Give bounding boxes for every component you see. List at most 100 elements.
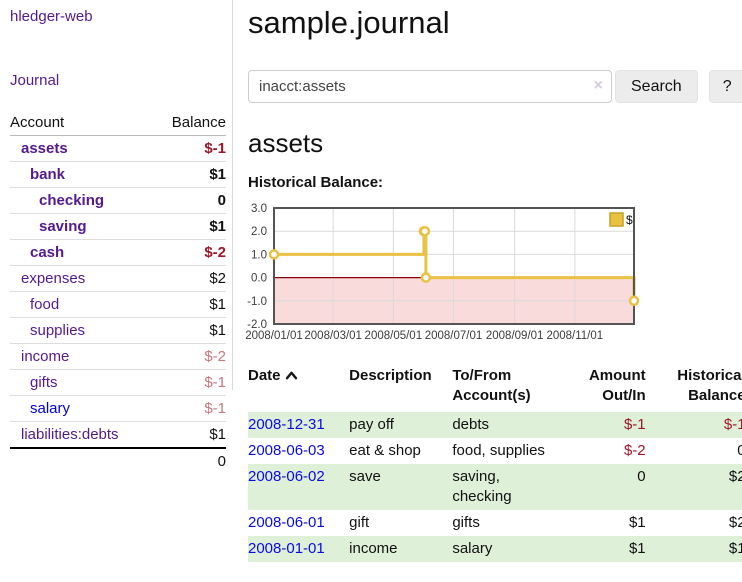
txn-description: gift bbox=[349, 514, 370, 531]
txn-historical-balance: $2 bbox=[728, 514, 742, 531]
x-tick-label: 2008/09/01 bbox=[486, 330, 544, 342]
account-link[interactable]: supplies bbox=[30, 322, 86, 339]
account-link[interactable]: salary bbox=[30, 400, 71, 417]
header-tofrom: To/From Account(s) bbox=[452, 367, 531, 404]
header-date[interactable]: Date bbox=[248, 364, 349, 412]
txn-accounts: debts bbox=[452, 416, 490, 433]
account-link[interactable]: assets bbox=[21, 140, 68, 157]
account-link[interactable]: cash bbox=[30, 244, 65, 261]
txn-date-link[interactable]: 2008-06-03 bbox=[248, 442, 325, 459]
search-input[interactable] bbox=[248, 70, 612, 103]
transaction-row[interactable]: 2008-01-01 income salary $1 $1 bbox=[248, 536, 742, 562]
x-tick-label: 2008/01/01 bbox=[245, 330, 303, 342]
account-link[interactable]: food bbox=[30, 296, 60, 313]
txn-date-link[interactable]: 2008-06-02 bbox=[248, 468, 325, 485]
header-date-label: Date bbox=[248, 367, 281, 384]
txn-accounts: salary bbox=[452, 540, 493, 557]
account-name-cell: food bbox=[10, 291, 155, 318]
help-button[interactable]: ? bbox=[708, 70, 742, 103]
txn-description: pay off bbox=[349, 416, 394, 433]
txn-date-link[interactable]: 2008-01-01 bbox=[248, 540, 325, 557]
accounts-table: Account Balance assets $-1 bank $1 checking 0… bbox=[10, 110, 226, 474]
account-name-cell: assets bbox=[10, 135, 155, 162]
account-name-cell: supplies bbox=[10, 317, 155, 344]
account-row: saving $1 bbox=[10, 213, 226, 240]
accounts-total-row: 0 bbox=[10, 447, 226, 474]
txn-accounts: gifts bbox=[452, 514, 480, 531]
account-row: expenses $2 bbox=[10, 265, 226, 292]
account-row: assets $-1 bbox=[10, 135, 226, 162]
account-row: food $1 bbox=[10, 291, 226, 318]
account-name-cell: saving bbox=[10, 213, 155, 240]
txn-date-link[interactable]: 2008-12-31 bbox=[248, 416, 325, 433]
account-balance: $-1 bbox=[154, 135, 226, 162]
data-point bbox=[420, 272, 432, 283]
brand-link[interactable]: hledger-web bbox=[10, 8, 93, 25]
account-link[interactable]: saving bbox=[39, 218, 87, 235]
y-tick-label: 3.0 bbox=[251, 203, 267, 215]
page-title: sample.journal bbox=[248, 5, 450, 40]
txn-date-cell: 2008-12-31 bbox=[248, 412, 349, 438]
account-link[interactable]: liabilities:debts bbox=[21, 426, 119, 443]
txn-historical-balance: 0 bbox=[737, 442, 742, 459]
data-point bbox=[419, 225, 431, 237]
account-balance: $2 bbox=[154, 265, 226, 292]
account-link[interactable]: expenses bbox=[21, 270, 86, 287]
x-tick-label: 2008/05/01 bbox=[365, 330, 423, 342]
txn-amount: 0 bbox=[637, 468, 646, 485]
account-balance: $-2 bbox=[154, 239, 226, 266]
search-button[interactable]: Search bbox=[615, 70, 698, 103]
txn-description: eat & shop bbox=[349, 442, 421, 459]
y-tick-label: 0.0 bbox=[251, 273, 267, 285]
y-tick-label: 1.0 bbox=[251, 249, 267, 261]
plot-border bbox=[273, 207, 635, 325]
account-row: checking 0 bbox=[10, 187, 226, 214]
search-form: × Search ? bbox=[248, 70, 742, 103]
historical-balance-chart[interactable]: 3.0 2.0 1.0 0.0 -1.0 -2.0 2008/01/01 2008/03/01… bbox=[245, 200, 648, 342]
account-name-cell: bank bbox=[10, 161, 155, 188]
account-link[interactable]: income bbox=[21, 348, 70, 365]
data-point bbox=[268, 249, 280, 260]
nav-journal-link[interactable]: Journal bbox=[10, 72, 60, 89]
x-tick-label: 2008/07/01 bbox=[425, 330, 483, 342]
account-name-cell: cash bbox=[10, 239, 155, 266]
x-tick-label: 2008/03/01 bbox=[304, 330, 362, 342]
sidebar-nav: Journal bbox=[10, 72, 226, 89]
accounts-header-balance: Balance bbox=[154, 110, 226, 136]
search-input-wrap: × bbox=[248, 70, 612, 103]
y-tick-label: -1.0 bbox=[247, 296, 267, 308]
transaction-row[interactable]: 2008-12-31 pay off debts $-1 $-1 bbox=[248, 412, 742, 438]
account-name-cell: checking bbox=[10, 187, 155, 214]
txn-historical-balance: $1 bbox=[728, 540, 742, 557]
accounts-header-account: Account bbox=[10, 110, 155, 136]
clear-search-icon[interactable]: × bbox=[593, 77, 603, 94]
account-name-cell: income bbox=[10, 343, 155, 370]
header-amount: Amount Out/In bbox=[588, 367, 646, 404]
transaction-row[interactable]: 2008-06-02 save saving, checking 0 $2 bbox=[248, 464, 742, 510]
txn-date-cell: 2008-01-01 bbox=[248, 536, 349, 562]
account-balance: $1 bbox=[154, 317, 226, 344]
account-link[interactable]: bank bbox=[30, 166, 66, 183]
account-balance: $1 bbox=[154, 291, 226, 318]
transactions-header-row: Date Description To/From Account(s) Amou… bbox=[248, 364, 742, 412]
account-link[interactable]: gifts bbox=[30, 374, 58, 391]
transaction-row[interactable]: 2008-06-01 gift gifts $1 $2 bbox=[248, 510, 742, 536]
txn-amount: $1 bbox=[628, 540, 646, 557]
legend-swatch bbox=[609, 212, 624, 227]
txn-amount: $-2 bbox=[623, 442, 646, 459]
y-tick-label: -2.0 bbox=[247, 319, 267, 331]
account-link[interactable]: checking bbox=[39, 192, 105, 209]
account-name-cell: salary bbox=[10, 395, 155, 422]
txn-date-cell: 2008-06-02 bbox=[248, 464, 349, 510]
txn-historical-balance: $-1 bbox=[723, 416, 742, 433]
account-name-cell: expenses bbox=[10, 265, 155, 292]
account-heading: assets bbox=[248, 128, 324, 158]
account-balance: $1 bbox=[154, 161, 226, 188]
txn-accounts: saving, checking bbox=[452, 468, 512, 505]
legend-label: $ bbox=[626, 213, 633, 227]
transaction-row[interactable]: 2008-06-03 eat & shop food, supplies $-2 0 bbox=[248, 438, 742, 464]
account-row: income $-2 bbox=[10, 343, 226, 370]
txn-date-link[interactable]: 2008-06-01 bbox=[248, 514, 325, 531]
sort-ascending-icon bbox=[285, 366, 298, 386]
